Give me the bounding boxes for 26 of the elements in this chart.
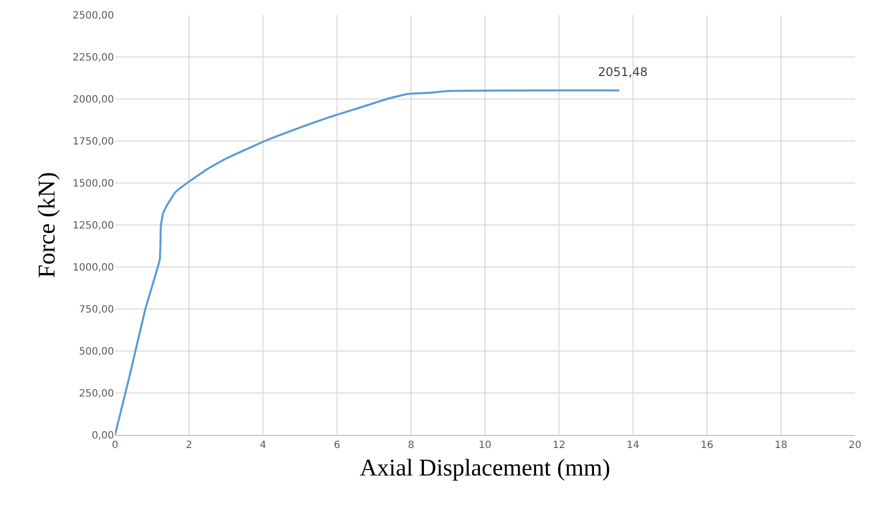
- y-tick-label: 2500,00: [72, 10, 114, 22]
- x-tick-label: 16: [700, 440, 714, 451]
- y-axis-title: Force (kN): [34, 172, 61, 278]
- x-tick-label: 12: [552, 440, 566, 451]
- y-tick-label: 0,00: [92, 430, 114, 442]
- y-tick-label: 750,00: [79, 304, 114, 316]
- x-tick-label: 10: [478, 440, 492, 451]
- line-series: [115, 89, 620, 435]
- y-tick-label: 2000,00: [72, 94, 114, 106]
- y-tick-label: 1750,00: [72, 136, 114, 148]
- annotation: 2051,48: [598, 65, 648, 79]
- x-tick-label: 0: [112, 440, 118, 451]
- y-tick-label: 1500,00: [72, 178, 114, 190]
- x-tick-label: 14: [626, 440, 640, 451]
- y-tick-label: 500,00: [79, 346, 114, 358]
- y-tick-label: 2250,00: [72, 52, 114, 64]
- x-tick-label: 8: [408, 440, 414, 451]
- x-tick-label: 4: [260, 440, 266, 451]
- y-tick-label: 1250,00: [72, 220, 114, 232]
- y-tick-label: 250,00: [79, 388, 114, 400]
- x-tick-label: 2: [186, 440, 192, 451]
- x-tick-label: 6: [334, 440, 340, 451]
- x-axis-title: Axial Displacement (mm): [360, 455, 610, 482]
- x-tick-label: 18: [774, 440, 788, 451]
- y-tick-label: 1000,00: [72, 262, 114, 274]
- x-tick-label: 20: [848, 440, 862, 451]
